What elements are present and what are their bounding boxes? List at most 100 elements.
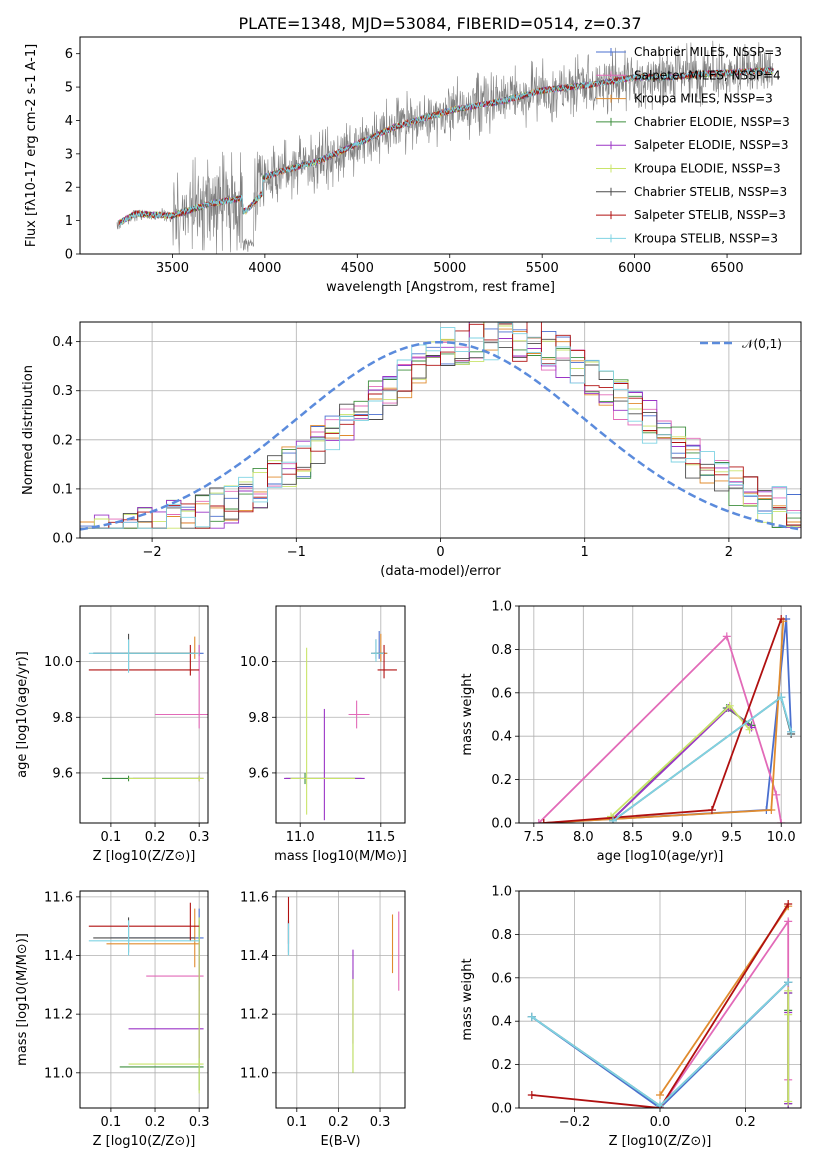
plot-area-age_vs_Z [88,633,208,782]
plot-area-mass_vs_ebv [287,896,400,1073]
xtick-label-spectrum-2: 4500 [341,261,374,276]
point-weight_vs_age-8-0 [609,816,617,823]
ytick-label-weight_vs_Z-1: 0.2 [491,1058,512,1073]
ytick-label-residuals-2: 0.2 [52,433,73,448]
xtick-label-weight_vs_Z-1: 0.0 [650,1115,671,1130]
xtick-label-residuals-3: 1 [581,545,589,560]
frame-weight_vs_age [518,605,802,824]
xtick-label-residuals-1: −1 [287,545,306,560]
point-weight_vs_age-1-1 [722,632,731,641]
xtick-label-spectrum-6: 6500 [711,261,744,276]
xtick-label-residuals-4: 2 [725,545,733,560]
point-weight_vs_Z-5-2 [784,1097,793,1106]
ylabel-weight_vs_Z: mass weight [460,958,475,1040]
plot-area-weight_vs_Z [527,900,793,1108]
hist-kroupa-stelib [80,322,801,538]
xlabel-mass_vs_Z: Z [log10(Z/Z⊙)] [93,1134,196,1149]
point-weight_vs_age-5-0 [607,812,616,821]
ytick-label-age_vs_Z-2: 10.0 [44,655,73,670]
ytick-label-weight_vs_Z-4: 0.8 [491,928,512,943]
xtick-label-weight_vs_age-3: 9.0 [672,830,693,845]
plot-area-spectrum [116,40,774,254]
ytick-label-mass_vs_Z-2: 11.4 [44,949,73,964]
plot-area-mass_vs_Z [88,902,204,1094]
xlabel-mass_vs_ebv: E(B-V) [320,1134,360,1149]
legend-label-3: Chabrier ELODIE, NSSP=3 [634,115,790,129]
xtick-label-residuals-0: −2 [143,545,162,560]
ytick-label-spectrum-5: 5 [65,81,73,96]
xtick-label-residuals-2: 0 [436,545,444,560]
ytick-label-spectrum-2: 2 [65,181,73,196]
xlabel-weight_vs_Z: Z [log10(Z/Z⊙)] [609,1134,712,1149]
series-data-spectrum [116,40,774,254]
ytick-label-residuals-3: 0.3 [52,384,73,399]
ylabel-mass_vs_Z: mass [log10(M/M⊙)] [15,933,30,1066]
point-weight_vs_Z-8-2 [784,978,793,987]
legend-label-7: Salpeter STELIB, NSSP=3 [634,208,786,222]
legend-normal-label: 𝒩(0,1) [742,337,782,351]
xtick-label-weight_vs_age-5: 10.0 [767,830,796,845]
plot-area-residuals [80,322,801,538]
ytick-label-spectrum-6: 6 [65,47,73,62]
xtick-label-mass_vs_ebv-1: 0.2 [328,1115,349,1130]
axes-age_vs_mass: 11.0 11.5 9.6 9.8 10.0 mass [log10(M/M⊙)] [240,605,407,864]
ytick-label-weight_vs_age-4: 0.8 [491,643,512,658]
ytick-label-age_vs_mass-1: 9.8 [248,711,269,726]
page-title: PLATE=1348, MJD=53084, FIBERID=0514, z=0… [238,14,641,33]
ytick-label-residuals-4: 0.4 [52,335,73,350]
ytick-label-age_vs_mass-2: 10.0 [240,655,269,670]
xtick-label-mass_vs_Z-2: 0.3 [189,1115,210,1130]
point-weight_vs_age-7-1 [707,805,716,814]
ytick-label-age_vs_mass-0: 9.6 [248,766,269,781]
xtick-label-weight_vs_age-4: 9.5 [721,830,742,845]
axes-weight_vs_age: 7.5 8.0 8.5 9.0 9.5 10.0 0.0 0.2 0.4 0.6 0.8 1.0 age… [460,600,802,864]
hist-chabrier-elodie [80,322,801,538]
ytick-label-age_vs_Z-1: 9.8 [52,711,73,726]
point-weight_vs_age-7-2 [777,615,786,624]
ytick-label-mass_vs_Z-0: 11.0 [44,1066,73,1081]
frame-mass_vs_Z [79,890,209,1109]
axes-spectrum: 3500 4000 4500 5000 5500 6000 6500 0 1 2 3 4 5 6 wavel… [24,36,802,295]
point-weight_vs_Z-5-1 [784,1010,793,1019]
xtick-label-weight_vs_age-1: 8.0 [573,830,594,845]
frame-residuals [79,321,802,539]
frame-weight_vs_Z [518,890,802,1109]
axes-weight_vs_Z: −0.2 0.0 0.2 0.0 0.2 0.4 0.6 0.8 1.0 Z [log10(Z/Z… [460,885,802,1149]
series-weight_vs_age-1 [538,634,783,823]
ytick-label-mass_vs_ebv-0: 11.0 [240,1066,269,1081]
ytick-label-mass_vs_Z-3: 11.6 [44,890,73,905]
point-weight_vs_age-1-2 [772,790,781,799]
frame-mass_vs_ebv [275,890,406,1109]
ytick-label-residuals-1: 0.1 [52,482,73,497]
xtick-label-mass_vs_ebv-0: 0.1 [286,1115,307,1130]
xlabel-age_vs_mass: mass [log10(M/M⊙)] [274,849,407,864]
frame-age_vs_mass [275,605,406,824]
xtick-label-age_vs_mass-0: 11.0 [286,830,315,845]
point-weight_vs_age-8-1 [777,693,786,702]
xtick-label-mass_vs_Z-0: 0.1 [101,1115,122,1130]
ytick-label-weight_vs_Z-0: 0.0 [491,1102,512,1117]
point-weight_vs_age-1-0 [534,819,543,823]
point-weight_vs_Z-1-1 [784,917,793,926]
plot-area-weight_vs_age [534,615,796,823]
ytick-label-weight_vs_age-0: 0.0 [491,817,512,832]
xtick-label-age_vs_Z-0: 0.1 [101,830,122,845]
legend-label-6: Chabrier STELIB, NSSP=3 [634,185,787,199]
xlabel-residuals: (data-model)/error [380,564,501,579]
ytick-label-spectrum-1: 1 [65,214,73,229]
legend-label-1: Salpeter MILES, NSSP=4 [634,68,781,82]
axes-mass_vs_ebv: 0.1 0.2 0.3 11.0 11.2 11.4 11.6 E(B-V) [240,890,406,1149]
xtick-label-spectrum-4: 5500 [526,261,559,276]
xtick-label-weight_vs_age-0: 7.5 [523,830,544,845]
xtick-label-weight_vs_age-2: 8.5 [622,830,643,845]
ytick-label-weight_vs_age-2: 0.4 [491,730,512,745]
hist-salpeter-stelib [80,322,801,538]
xtick-label-spectrum-0: 3500 [156,261,189,276]
ytick-label-weight_vs_age-5: 1.0 [491,600,512,615]
ylabel-spectrum: Flux [fλ10-17 erg cm-2 s-1 A-1] [24,44,39,247]
legend-label-0: Chabrier MILES, NSSP=3 [634,45,782,59]
xtick-label-mass_vs_Z-1: 0.2 [145,1115,166,1130]
ytick-label-spectrum-4: 4 [65,114,73,129]
legend-label-4: Salpeter ELODIE, NSSP=3 [634,138,789,152]
point-weight_vs_Z-7-0 [527,1090,536,1099]
